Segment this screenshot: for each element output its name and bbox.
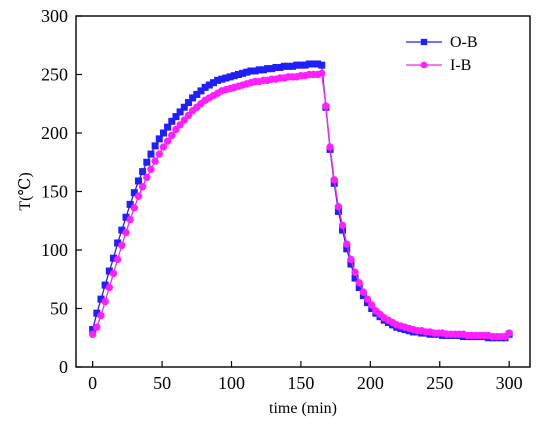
data-point-i-b xyxy=(176,121,184,129)
series-line-o-b xyxy=(92,63,510,339)
data-point-o-b xyxy=(164,123,172,131)
y-tick-label: 200 xyxy=(41,123,68,143)
x-tick-label: 250 xyxy=(426,373,453,393)
data-point-i-b xyxy=(143,173,151,182)
x-tick-label: 200 xyxy=(357,373,384,393)
y-tick-label: 50 xyxy=(50,299,68,319)
x-axis-label: time (min) xyxy=(269,400,337,417)
data-point-i-b xyxy=(330,176,338,184)
data-point-i-b xyxy=(97,311,105,320)
data-point-i-b xyxy=(184,111,193,120)
data-point-o-b xyxy=(193,90,201,98)
legend-label-o-b: O-B xyxy=(450,34,478,51)
data-point-i-b xyxy=(326,143,334,151)
data-point-i-b xyxy=(159,143,168,151)
data-point-o-b xyxy=(159,129,167,137)
data-point-i-b xyxy=(172,125,180,134)
data-point-o-b xyxy=(318,61,326,69)
y-tick-label: 300 xyxy=(41,6,68,26)
data-point-o-b xyxy=(180,103,188,111)
legend-marker-i-b xyxy=(420,61,428,69)
data-point-i-b xyxy=(109,269,118,278)
legend-label-i-b: I-B xyxy=(450,57,471,74)
data-point-i-b xyxy=(180,116,188,124)
data-point-o-b xyxy=(143,158,151,166)
data-point-i-b xyxy=(163,137,172,145)
y-tick-label: 150 xyxy=(41,182,68,202)
x-tick-label: 300 xyxy=(496,373,523,393)
data-point-i-b xyxy=(93,323,101,331)
data-point-i-b xyxy=(322,102,330,110)
data-point-i-b xyxy=(88,330,97,338)
data-point-i-b xyxy=(101,297,109,306)
data-point-o-b xyxy=(151,142,159,150)
x-tick-label: 150 xyxy=(287,373,314,393)
data-point-i-b xyxy=(334,203,343,211)
data-point-i-b xyxy=(122,228,130,237)
data-point-i-b xyxy=(343,240,351,248)
data-point-i-b xyxy=(134,192,143,200)
data-point-o-b xyxy=(168,117,176,125)
data-point-i-b xyxy=(359,288,368,296)
x-tick-label: 0 xyxy=(88,373,97,393)
data-point-i-b xyxy=(151,157,159,165)
data-point-o-b xyxy=(139,168,147,176)
data-point-i-b xyxy=(130,204,139,212)
data-point-i-b xyxy=(351,268,359,276)
y-tick-label: 0 xyxy=(59,357,68,377)
data-point-i-b xyxy=(105,283,114,292)
data-point-o-b xyxy=(134,177,142,185)
data-point-i-b xyxy=(355,279,363,287)
x-tick-label: 50 xyxy=(153,373,171,393)
legend: O-B I-B xyxy=(406,34,478,74)
data-point-i-b xyxy=(138,183,147,191)
data-point-i-b xyxy=(126,215,134,224)
x-tick-label: 100 xyxy=(218,373,245,393)
data-point-i-b xyxy=(347,255,355,264)
data-point-o-b xyxy=(147,150,155,158)
y-tick-label: 100 xyxy=(41,240,68,260)
data-point-i-b xyxy=(147,165,155,173)
data-point-o-b xyxy=(189,94,197,102)
series-line-i-b xyxy=(92,72,510,338)
data-point-i-b xyxy=(118,241,126,250)
data-point-i-b xyxy=(338,221,347,230)
data-point-i-b xyxy=(168,131,176,140)
data-point-o-b xyxy=(184,99,192,107)
data-point-o-b xyxy=(155,135,163,143)
data-point-o-b xyxy=(172,113,180,121)
data-point-i-b xyxy=(318,69,326,78)
data-point-i-b xyxy=(363,295,372,303)
legend-marker-o-b xyxy=(420,38,428,46)
data-point-i-b xyxy=(113,255,122,264)
y-tick-label: 250 xyxy=(41,65,68,85)
data-point-o-b xyxy=(197,87,205,95)
axes: 0 50 100 150 200 250 300 0 50 100 150 200 250 300 xyxy=(41,6,531,393)
data-point-i-b xyxy=(368,301,376,309)
data-point-i-b xyxy=(155,150,164,158)
data-point-i-b xyxy=(505,329,513,337)
data-point-o-b xyxy=(176,108,184,116)
y-axis-label: T(℃) xyxy=(17,172,34,210)
plot-area xyxy=(88,60,513,342)
